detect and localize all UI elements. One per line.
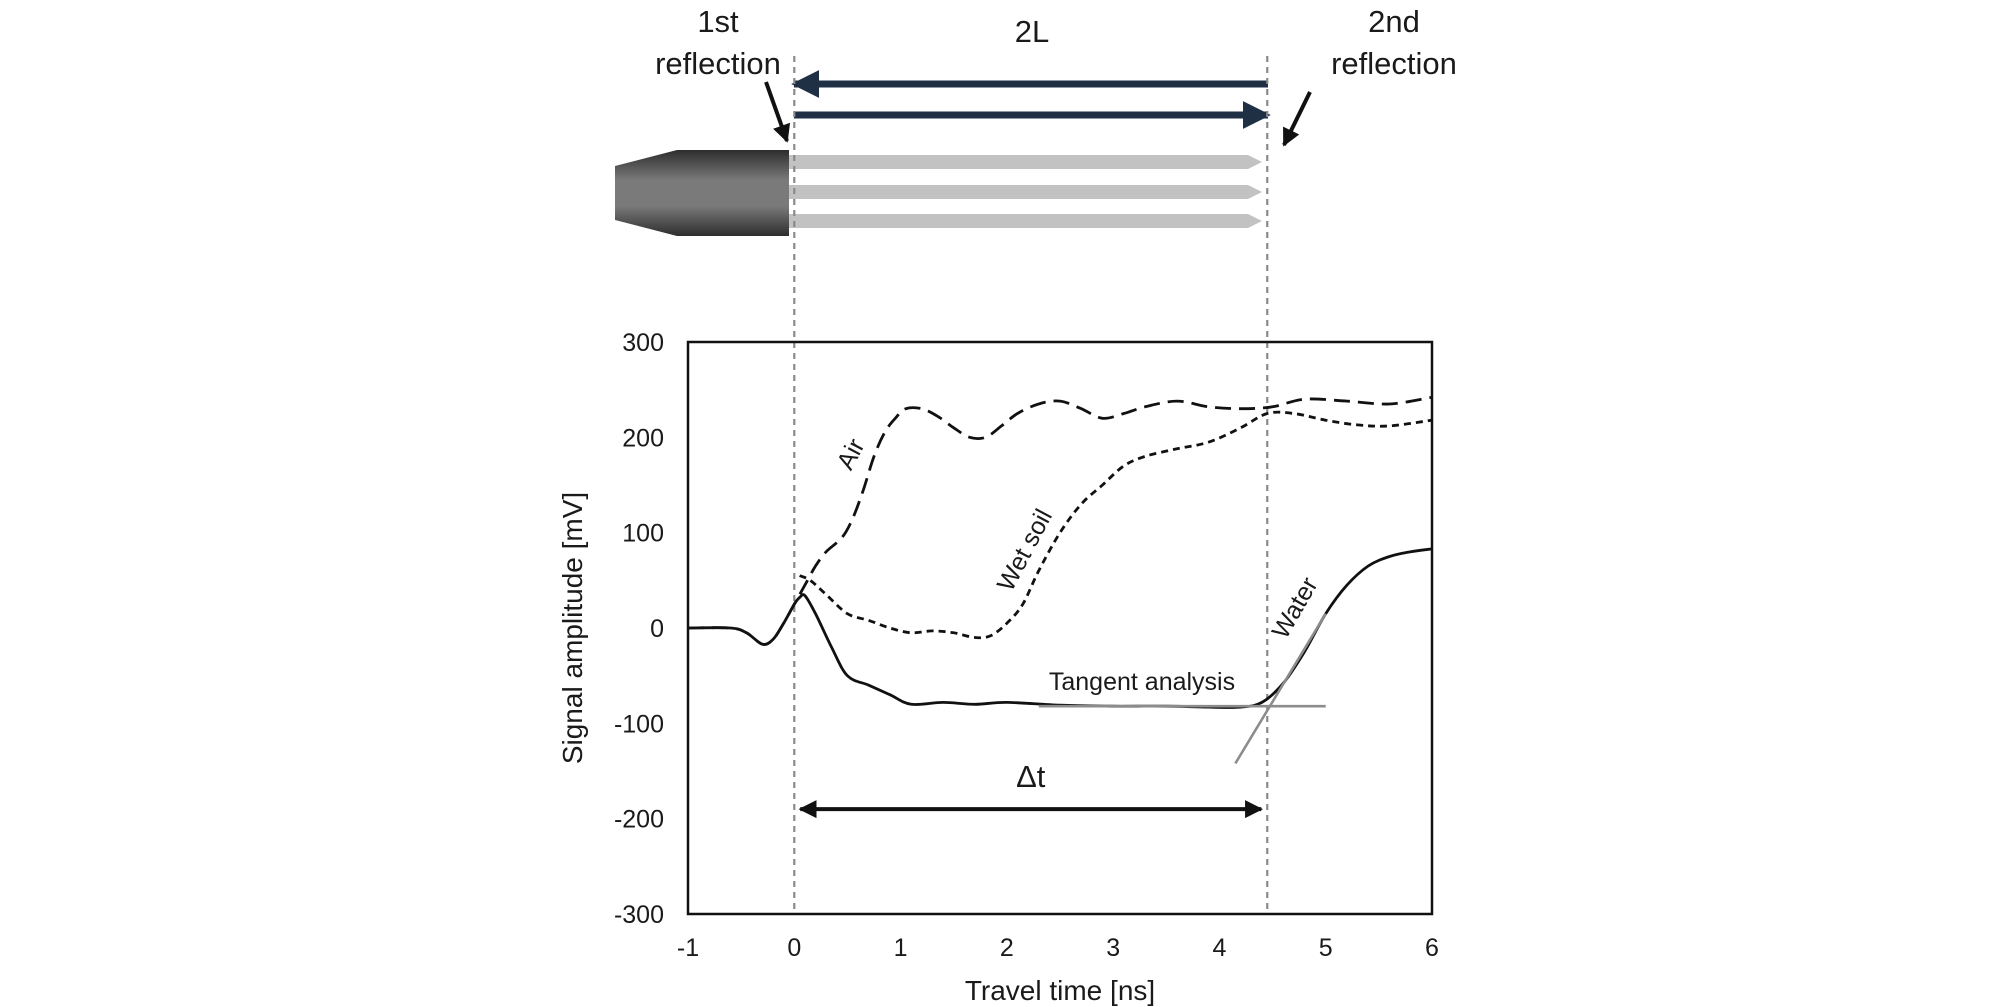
y-tick-label: 300 bbox=[622, 329, 664, 357]
delta-t-label: Δt bbox=[1016, 759, 1046, 794]
probe-rod bbox=[789, 185, 1262, 199]
first-reflection-label-line1: 1st bbox=[697, 4, 739, 39]
series-air-line bbox=[687, 395, 1433, 646]
x-tick-label: 2 bbox=[1000, 934, 1014, 962]
y-tick-label: 0 bbox=[650, 615, 664, 643]
x-tick-label: -1 bbox=[677, 934, 699, 962]
probe-diagram: 2L 1st reflection 2nd reflection bbox=[615, 4, 1457, 236]
x-tick-label: 6 bbox=[1425, 934, 1439, 962]
y-tick-label: -300 bbox=[614, 901, 664, 929]
second-reflection-label-line1: 2nd bbox=[1368, 4, 1420, 39]
x-axis-ticks: -1 0 1 2 3 4 5 6 bbox=[677, 934, 1439, 962]
x-axis-title: Travel time [ns] bbox=[965, 975, 1155, 1006]
series-wet-soil-line bbox=[799, 410, 1433, 640]
two-l-label: 2L bbox=[1015, 14, 1049, 49]
y-tick-label: 100 bbox=[622, 520, 664, 548]
y-axis-title: Signal amplitude [mV] bbox=[557, 492, 588, 764]
probe-rods bbox=[789, 155, 1262, 228]
tangent-rising-line bbox=[1234, 613, 1327, 765]
y-tick-label: 200 bbox=[622, 424, 664, 452]
tangent-layer bbox=[1038, 613, 1327, 765]
tangent-analysis-label: Tangent analysis bbox=[1049, 668, 1235, 696]
x-tick-label: 0 bbox=[787, 934, 801, 962]
delta-t-layer: Δt bbox=[798, 759, 1264, 819]
series-layer bbox=[687, 395, 1433, 709]
x-tick-label: 4 bbox=[1212, 934, 1226, 962]
probe-rod bbox=[789, 155, 1262, 169]
x-tick-label: 3 bbox=[1106, 934, 1120, 962]
air-label: Air bbox=[831, 434, 870, 474]
y-tick-label: -200 bbox=[614, 806, 664, 834]
first-reflection-label-line2: reflection bbox=[655, 46, 781, 81]
plot-frame bbox=[686, 340, 1434, 916]
y-tick-label: -100 bbox=[614, 710, 664, 738]
second-reflection-arrow bbox=[1282, 91, 1312, 147]
chart: -1 0 1 2 3 4 5 6 300 200 100 0 -100 -200 -300 Δt Trav… bbox=[557, 56, 1439, 1006]
probe-rod bbox=[789, 214, 1262, 228]
probe-head bbox=[615, 150, 789, 236]
reflection-markers bbox=[793, 56, 1269, 914]
x-tick-label: 1 bbox=[894, 934, 908, 962]
x-tick-label: 5 bbox=[1319, 934, 1333, 962]
first-reflection-arrow bbox=[764, 81, 791, 143]
second-reflection-label-line2: reflection bbox=[1331, 46, 1457, 81]
y-axis-ticks: 300 200 100 0 -100 -200 -300 bbox=[614, 329, 664, 929]
